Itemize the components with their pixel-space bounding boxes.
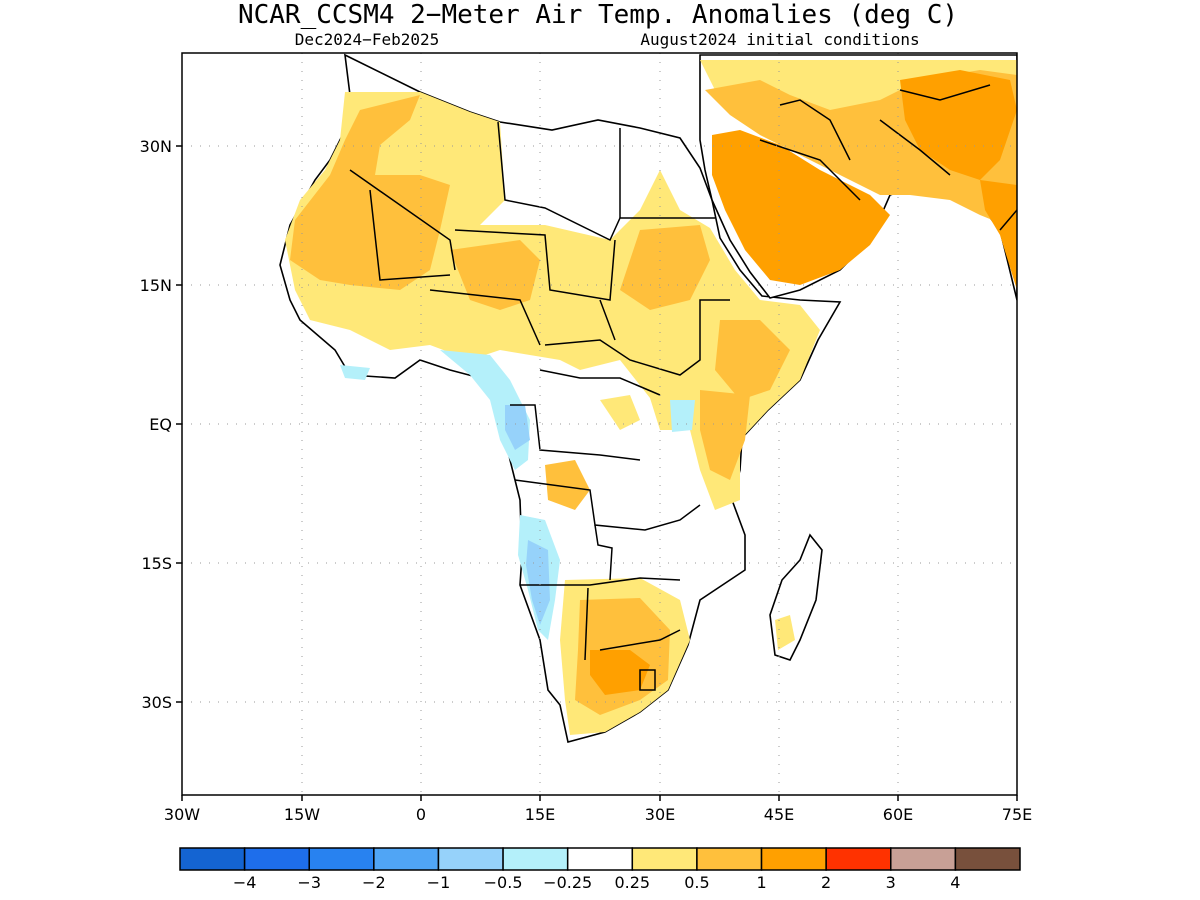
initial-conditions-subtitle: August2024 initial conditions [640,30,919,49]
colorbar-swatch-8 [696,847,763,871]
country-borders [349,84,1017,691]
colorbar-swatch-4 [437,847,504,871]
strong-warm-anomaly-region [590,70,1017,695]
colorbar-swatch-2 [308,847,375,871]
colorbar-label-11: 4 [950,873,960,892]
axis-ticks [176,145,1018,801]
colorbar-label-10: 3 [886,873,896,892]
season-subtitle: Dec2024−Feb2025 [295,30,440,49]
colorbar-swatch-11 [890,847,957,871]
colorbar-swatch-1 [243,847,310,871]
map-title: NCAR_CCSM4 2−Meter Air Temp. Anomalies (… [238,0,958,30]
colorbar-swatch-3 [373,847,440,871]
lat-label-15s: 15S [141,554,172,573]
colorbar-swatch-12 [954,847,1021,871]
lon-label-15w: 15W [284,805,320,824]
colorbar-swatch-5 [502,847,569,871]
colorbar-label-0: −4 [233,873,257,892]
colorbar-label-1: −3 [297,873,321,892]
colorbar-label-3: −1 [427,873,451,892]
lon-label-60e: 60E [883,805,913,824]
lon-label-30w: 30W [164,805,200,824]
lon-label-45e: 45E [764,805,794,824]
colorbar-swatch-10 [825,847,892,871]
lat-label-15n: 15N [140,276,172,295]
lat-label-eq: EQ [149,415,172,434]
colorbar-swatch-0 [179,847,246,871]
colorbar-label-6: 0.25 [614,873,650,892]
colorbar-label-8: 1 [756,873,766,892]
colorbar-label-2: −2 [362,873,386,892]
cool-anomaly-region [505,405,550,625]
colorbar-swatch-7 [631,847,698,871]
lon-label-15e: 15E [525,805,555,824]
lon-label-75e: 75E [1002,805,1032,824]
longitude-labels: 30W 15W 0 15E 30E 45E 60E 75E [164,805,1032,824]
lon-label-30e: 30E [645,805,675,824]
map-area: 30N 15N EQ 15S 30S 30W 15W 0 15E 30E 45E… [140,52,1032,824]
colorbar-swatch-9 [760,847,827,871]
latitude-labels: 30N 15N EQ 15S 30S [140,137,172,712]
colorbar-legend: −4 −3 −2 −1 −0.5 −0.25 0.25 0.5 1 2 3 4 [179,847,1021,892]
colorbar-label-9: 2 [821,873,831,892]
lon-label-0: 0 [416,805,426,824]
colorbar-label-7: 0.5 [684,873,709,892]
lat-label-30n: 30N [140,137,172,156]
lat-label-30s: 30S [141,693,172,712]
colorbar-label-4: −0.5 [484,873,523,892]
colorbar-swatch-6 [566,847,634,871]
colorbar-label-5: −0.25 [543,873,592,892]
